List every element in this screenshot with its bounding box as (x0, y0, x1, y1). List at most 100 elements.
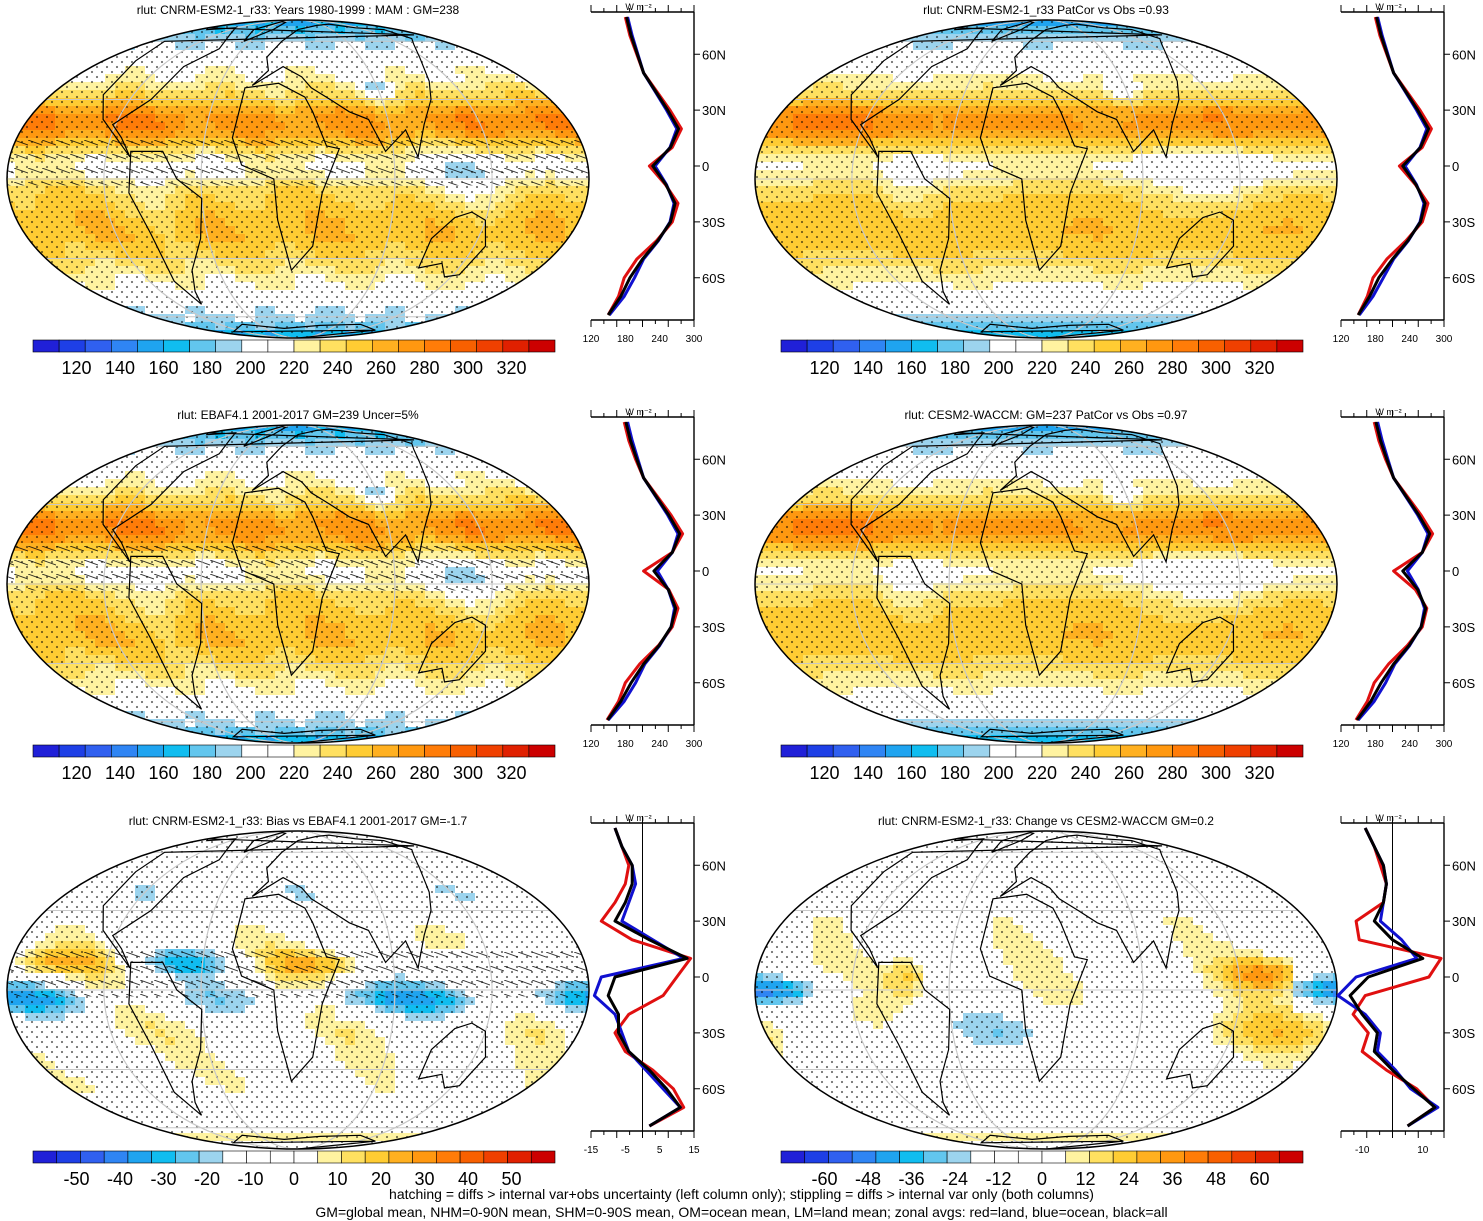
map-cell (135, 845, 146, 854)
map-cell (25, 250, 36, 259)
map-cell (575, 527, 586, 536)
map-cell (75, 695, 86, 704)
profile-lat-label: 30N (702, 103, 726, 118)
map-cell (155, 322, 166, 331)
panel-model-climatology: rlut: CNRM-ESM2-1_r33: Years 1980-1999 :… (6, 2, 726, 378)
map-cell (495, 703, 506, 712)
map-cell (55, 274, 66, 283)
colorbar-tick-label: 220 (279, 358, 309, 378)
map-cell (575, 933, 586, 942)
map-cell (75, 290, 86, 299)
coastline (231, 82, 341, 272)
profile-lat-label: 60S (702, 271, 725, 286)
coastline (243, 425, 287, 447)
map-cell (585, 957, 589, 966)
colorbar-swatch (398, 744, 425, 758)
profile-line-all (606, 16, 680, 316)
map-cell (475, 306, 486, 315)
map-cell (385, 831, 396, 838)
map-cell (585, 202, 589, 211)
map-cell (585, 615, 589, 624)
map-cell (65, 66, 76, 75)
colorbar-swatch (215, 339, 243, 353)
profile-units-label: W m⁻² (625, 2, 651, 12)
colorbar-tick-label: 120 (61, 763, 91, 783)
map-cell (15, 639, 26, 648)
colorbar-tick-label: 140 (105, 763, 135, 783)
colorbar-tick-label: 180 (192, 763, 222, 783)
panel-title: rlut: EBAF4.1 2001-2017 GM=239 Uncer=5% (177, 408, 419, 422)
profile-x-tick-label: 120 (583, 334, 600, 345)
map-cell (15, 234, 26, 243)
coastline (251, 23, 432, 159)
profile-x-tick-label: 300 (686, 334, 703, 345)
colorbar-tick-label: 260 (366, 358, 396, 378)
colorbar-swatch (293, 339, 321, 353)
map-cell (395, 20, 406, 27)
colorbar-tick-label: 240 (322, 763, 352, 783)
map-cell (185, 735, 196, 743)
map-cell (445, 34, 456, 43)
map-cell (35, 663, 46, 672)
colorbar-tick-label: 160 (148, 763, 178, 783)
map-cell (35, 495, 46, 504)
colorbar-swatch (528, 339, 556, 353)
map-cell (385, 330, 396, 338)
coastline (128, 150, 203, 305)
profile-line-ocean (608, 16, 679, 316)
coastline (231, 728, 376, 743)
map-cell (7, 941, 16, 950)
map-cell (475, 447, 486, 456)
map-cell (45, 82, 56, 91)
map-cell (575, 631, 586, 640)
map-cell (45, 671, 56, 680)
colorbar-swatch (163, 339, 190, 353)
colorbar-swatch (241, 744, 269, 758)
profile-x-tick-label: 120 (583, 739, 600, 750)
map-cell (135, 439, 146, 448)
colorbar-swatch (424, 744, 451, 758)
map-cell (55, 74, 66, 83)
map-cell (535, 274, 546, 283)
map-cell (395, 831, 406, 838)
map-cell (585, 949, 589, 958)
profile-x-tick-label: 180 (617, 739, 634, 750)
profile-lat-label: 60N (702, 452, 726, 467)
coastlines (102, 425, 487, 743)
colorbar-tick-label: 240 (322, 358, 352, 378)
map-cell (55, 885, 66, 894)
map-cell (7, 218, 16, 227)
map-cell (45, 487, 56, 496)
profile-line-land (606, 16, 683, 316)
gridline-longitude (200, 425, 396, 743)
gridline-longitude (103, 20, 493, 338)
map-cell (395, 735, 406, 743)
colorbar-swatch (267, 339, 295, 353)
map-cell (45, 893, 56, 902)
colorbar-tick-label: 200 (235, 358, 265, 378)
map-cell (425, 837, 436, 846)
map-cell (195, 831, 206, 838)
colorbar-tick-label: 300 (453, 763, 483, 783)
colorbar-tick-label: 200 (235, 763, 265, 783)
profile-line-all (606, 421, 682, 721)
colorbar-swatch (215, 744, 243, 758)
colorbar-swatch (502, 744, 530, 758)
map-cell (205, 425, 216, 432)
panel-title: rlut: CNRM-ESM2-1_r33: Bias vs EBAF4.1 2… (129, 814, 468, 828)
map-cell (435, 322, 446, 331)
panel-obs-climatology: rlut: EBAF4.1 2001-2017 GM=239 Uncer=5% 1… (6, 407, 726, 783)
colorbar-swatch (58, 339, 86, 353)
map-field (7, 20, 589, 338)
colorbar-swatch (450, 339, 478, 353)
map-cell (165, 431, 176, 440)
map-cell (45, 266, 56, 275)
map-cell (395, 330, 406, 338)
profile-x-tick-label: 180 (617, 334, 634, 345)
map-cell (35, 258, 46, 267)
profile-lat-label: 60N (702, 47, 726, 62)
map-cell (475, 711, 486, 720)
profile-units-label: W m⁻² (625, 407, 651, 417)
map-cell (195, 330, 206, 338)
